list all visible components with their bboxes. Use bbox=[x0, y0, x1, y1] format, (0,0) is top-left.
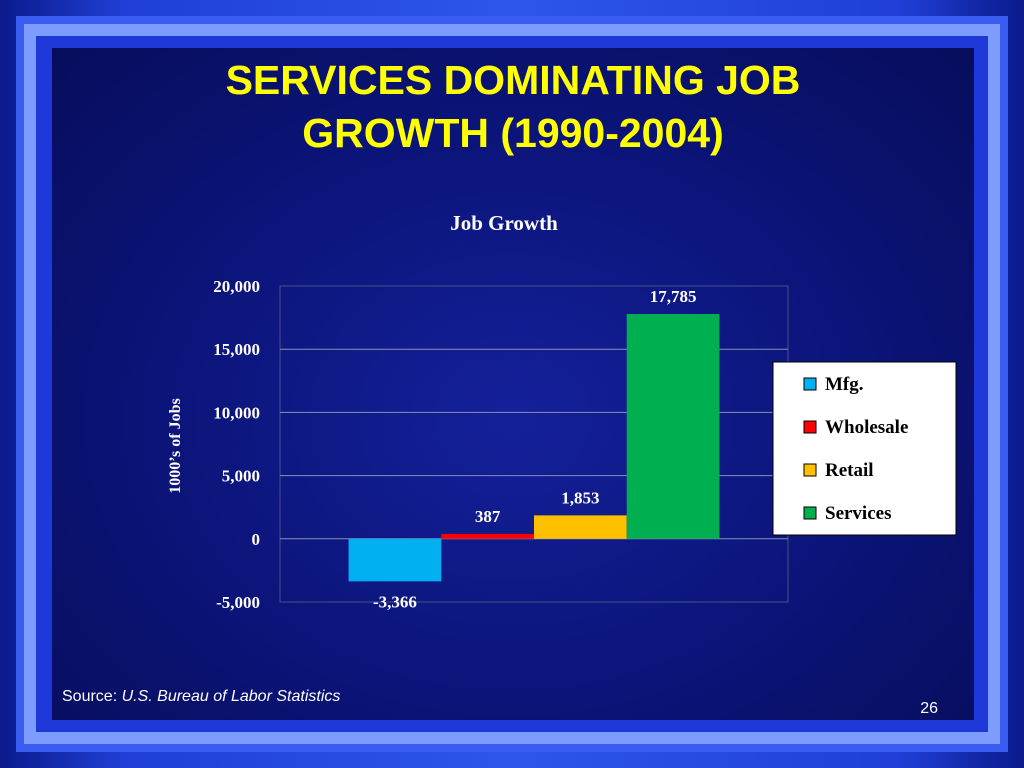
legend-swatch bbox=[803, 506, 817, 520]
bar-mfg bbox=[348, 538, 442, 582]
legend-label: Services bbox=[825, 503, 891, 524]
legend-swatch bbox=[803, 377, 817, 391]
slide-title: SERVICES DOMINATING JOB GROWTH (1990-200… bbox=[52, 54, 974, 160]
legend-label: Wholesale bbox=[825, 417, 908, 438]
y-tick-label: 0 bbox=[252, 530, 261, 549]
legend-label: Mfg. bbox=[825, 374, 864, 395]
legend-swatch bbox=[803, 463, 817, 477]
source-note: Source: U.S. Bureau of Labor Statistics bbox=[62, 688, 340, 706]
data-label: 387 bbox=[475, 507, 501, 526]
y-tick-label: 20,000 bbox=[213, 277, 260, 296]
y-tick-label: -5,000 bbox=[216, 593, 260, 612]
source-label: Source: bbox=[62, 688, 118, 705]
y-axis-label: 1000’s of Jobs bbox=[167, 398, 184, 493]
page-number: 26 bbox=[920, 700, 938, 717]
data-label: -3,366 bbox=[373, 592, 417, 611]
data-label: 1,853 bbox=[561, 488, 599, 507]
legend-label: Retail bbox=[825, 460, 874, 481]
y-tick-label: 15,000 bbox=[213, 340, 260, 359]
legend-swatch bbox=[803, 420, 817, 434]
slide-title-line-1: SERVICES DOMINATING JOB bbox=[225, 57, 801, 103]
legend-box bbox=[772, 361, 957, 536]
bar-retail bbox=[534, 515, 627, 539]
y-tick-label: 5,000 bbox=[222, 467, 260, 486]
bars bbox=[348, 313, 720, 582]
chart-title: Job Growth bbox=[450, 211, 558, 235]
source-name: U.S. Bureau of Labor Statistics bbox=[121, 688, 341, 705]
y-axis-ticks: 20,000 15,000 10,000 5,000 0 -5,000 bbox=[213, 277, 260, 612]
legend: Mfg. Wholesale Retail Services bbox=[772, 361, 957, 536]
bar-wholesale bbox=[441, 533, 534, 539]
data-labels: -3,366 387 1,853 17,785 bbox=[373, 287, 696, 611]
data-label: 17,785 bbox=[650, 287, 697, 306]
bar-services bbox=[626, 313, 720, 539]
job-growth-chart: Job Growth 1000’s of Jobs 20,000 15,000 10… bbox=[167, 211, 957, 612]
slide-title-line-2: GROWTH (1990-2004) bbox=[302, 110, 724, 156]
y-tick-label: 10,000 bbox=[213, 403, 260, 422]
slide-panel: SERVICES DOMINATING JOB GROWTH (1990-200… bbox=[52, 48, 974, 720]
